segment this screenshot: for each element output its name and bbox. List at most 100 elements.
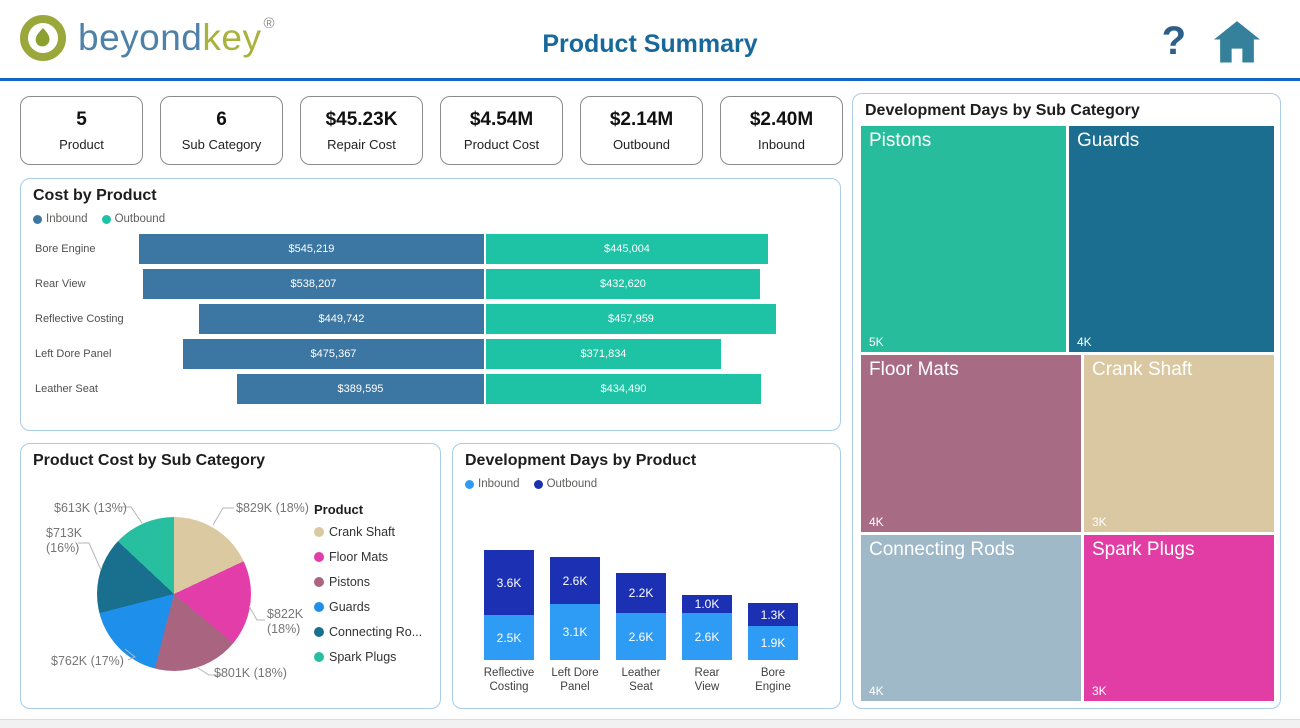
kpi-value: $45.23K [325,109,398,130]
cost-plot: $538,207 $432,620 [139,268,832,299]
treemap-row: Floor Mats 4K Crank Shaft 3K [861,355,1274,532]
pie-callout-spark-plugs: $613K (13%) [54,501,127,515]
inbound-value: 2.5K [496,630,522,645]
treemap-tile-value: 4K [1077,335,1092,349]
pie-legend-item-connecting-rods[interactable]: Connecting Ro... [314,625,422,639]
dev-days-by-subcategory-panel: Development Days by Sub Category Pistons… [852,93,1281,709]
inbound-value: 2.6K [628,629,654,644]
outbound-segment[interactable]: 2.2K [616,573,666,613]
treemap-tile-name: Crank Shaft [1092,359,1193,380]
legend-label: Floor Mats [329,550,389,564]
treemap-tile-crank-shaft[interactable]: Crank Shaft 3K [1084,355,1274,532]
pie-legend-item-crank-shaft[interactable]: Crank Shaft [314,525,422,539]
inbound-bar[interactable]: $545,219 [139,233,484,264]
pie-legend-item-floor-mats[interactable]: Floor Mats [314,550,422,564]
help-icon[interactable]: ? [1161,19,1186,63]
dev-days-by-product-title: Development Days by Product [465,452,697,469]
outbound-segment[interactable]: 1.0K [682,595,732,613]
dev-days-by-product-panel: Development Days by Product Inbound Outbo… [452,443,841,709]
beyondkey-logo-icon [20,15,66,61]
column-leather-seat: 2.2K 2.6K Leather Seat [615,524,667,700]
treemap-tile-floor-mats[interactable]: Floor Mats 4K [861,355,1081,532]
cost-plot: $475,367 $371,834 [139,338,832,369]
inbound-value: $538,207 [290,277,337,290]
beyondkey-logo: beyondkey ® [18,12,275,62]
legend-item-outbound[interactable]: Outbound [533,478,597,490]
treemap-tile-name: Guards [1077,130,1140,151]
kpi-label: Sub Category [181,137,262,152]
kpi-value: $4.54M [469,109,534,130]
cost-row-bore-engine: Bore Engine $545,219 $445,004 [31,231,832,266]
kpi-card-repair-cost: $45.23K Repair Cost [300,96,423,165]
pie-legend-item-guards[interactable]: Guards [314,600,422,614]
legend-item-outbound[interactable]: Outbound [101,213,165,225]
legend-dot [314,527,324,537]
outbound-segment[interactable]: 3.6K [484,550,534,615]
header: beyondkey ® Product Summary ? [0,0,1300,78]
kpi-row: 5 Product 6 Sub Category $45.23K Repair Cost $… [20,96,843,165]
column-left-dore-panel: 2.6K 3.1K Left Dore Panel [549,524,601,700]
inbound-bar[interactable]: $538,207 [143,268,484,299]
inbound-segment[interactable]: 2.6K [682,613,732,660]
cost-plot: $449,742 $457,959 [139,303,832,334]
pie-callout-crank-shaft: $829K (18%) [236,501,309,515]
treemap-tile-value: 5K [869,335,884,349]
cost-by-product-title: Cost by Product [33,187,157,204]
inbound-value: 2.6K [694,629,720,644]
inbound-segment[interactable]: 2.5K [484,615,534,660]
treemap-tile-pistons[interactable]: Pistons 5K [861,126,1066,352]
inbound-value: 3.1K [562,625,588,639]
inbound-segment[interactable]: 2.6K [616,613,666,660]
kpi-value: 6 [216,109,227,130]
treemap-tile-value: 4K [869,515,884,529]
legend-label: Guards [329,600,370,614]
pie-callout-pistons: $801K (18%) [214,666,287,680]
inbound-segment[interactable]: 3.1K [550,604,600,660]
inbound-segment[interactable]: 1.9K [748,626,798,660]
outbound-bar[interactable]: $371,834 [486,338,721,369]
x-axis-label: Left Dore Panel [551,667,599,693]
pie-legend-item-spark-plugs[interactable]: Spark Plugs [314,650,422,664]
outbound-value: 1.0K [694,597,720,611]
pie-title: Product Cost by Sub Category [33,452,266,469]
home-icon[interactable] [1212,18,1262,64]
outbound-bar[interactable]: $457,959 [486,303,776,334]
legend-item-inbound[interactable]: Inbound [465,478,520,490]
outbound-segment[interactable]: 1.3K [748,603,798,626]
outbound-bar[interactable]: $434,490 [486,373,761,404]
outbound-bar[interactable]: $445,004 [486,233,768,264]
inbound-value: $545,219 [288,242,335,255]
legend-dot [465,479,474,489]
kpi-value: 5 [76,109,87,130]
pie-legend-item-pistons[interactable]: Pistons [314,575,422,589]
inbound-bar[interactable]: $449,742 [199,303,484,334]
treemap-tile-guards[interactable]: Guards 4K [1069,126,1274,352]
x-axis-label: Leather Seat [621,667,661,693]
legend-item-inbound[interactable]: Inbound [33,213,88,225]
treemap-tile-connecting-rods[interactable]: Connecting Rods 4K [861,535,1081,701]
outbound-value: $371,834 [580,347,627,360]
registered-mark: ® [263,15,276,32]
inbound-bar[interactable]: $389,595 [237,373,484,404]
kpi-card-product-cost: $4.54M Product Cost [440,96,563,165]
treemap-row: Connecting Rods 4K Spark Plugs 3K [861,535,1274,701]
pie-callout-floor-mats: $822K (18%) [267,607,304,636]
legend-label: Crank Shaft [329,525,396,539]
cost-by-product-legend: Inbound Outbound [21,205,840,225]
outbound-bar[interactable]: $432,620 [486,268,760,299]
inbound-value: $475,367 [310,347,357,360]
outbound-segment[interactable]: 2.6K [550,557,600,604]
kpi-value: $2.40M [749,109,814,130]
treemap-tile-spark-plugs[interactable]: Spark Plugs 3K [1084,535,1274,701]
outbound-value: $434,490 [600,382,647,395]
outbound-value: 2.2K [628,586,654,600]
inbound-value: 1.9K [760,636,786,650]
inbound-bar[interactable]: $475,367 [183,338,484,369]
legend-label: Inbound [478,478,520,490]
treemap-tile-value: 3K [1092,684,1107,698]
cost-row-leather-seat: Leather Seat $389,595 $434,490 [31,371,832,406]
category-label: Bore Engine [35,242,96,255]
pie-chart[interactable] [97,517,251,671]
kpi-value: $2.14M [609,109,674,130]
